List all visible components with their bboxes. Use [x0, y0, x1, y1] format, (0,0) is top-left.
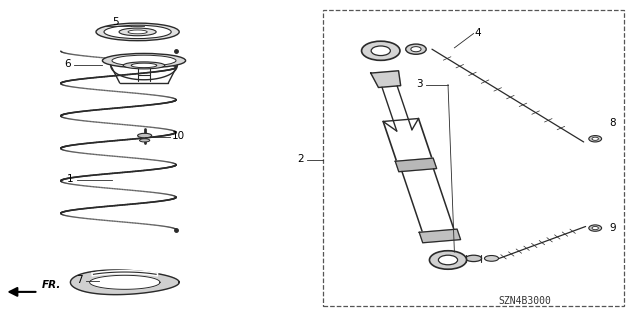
- Ellipse shape: [140, 139, 150, 142]
- Ellipse shape: [96, 23, 179, 41]
- Ellipse shape: [406, 44, 426, 54]
- Text: 8: 8: [609, 118, 616, 128]
- Text: 7: 7: [77, 275, 83, 286]
- Text: 10: 10: [172, 131, 185, 141]
- Ellipse shape: [112, 55, 176, 66]
- Ellipse shape: [138, 133, 152, 138]
- Ellipse shape: [484, 256, 499, 261]
- Text: SZN4B3000: SZN4B3000: [499, 296, 551, 307]
- Polygon shape: [90, 275, 160, 289]
- Bar: [323, 10, 624, 306]
- Ellipse shape: [371, 46, 390, 56]
- Ellipse shape: [589, 225, 602, 231]
- Text: 9: 9: [609, 223, 616, 233]
- Ellipse shape: [429, 251, 467, 269]
- Ellipse shape: [123, 62, 165, 69]
- Polygon shape: [371, 71, 401, 87]
- Ellipse shape: [362, 41, 400, 60]
- Ellipse shape: [131, 63, 157, 68]
- Polygon shape: [70, 270, 179, 295]
- Polygon shape: [396, 158, 436, 172]
- Ellipse shape: [466, 255, 482, 262]
- Text: 5: 5: [112, 17, 118, 27]
- Ellipse shape: [104, 25, 172, 39]
- Ellipse shape: [411, 47, 421, 52]
- Ellipse shape: [119, 28, 156, 36]
- Text: 3: 3: [416, 78, 422, 89]
- Ellipse shape: [438, 255, 458, 265]
- Polygon shape: [419, 229, 461, 243]
- Ellipse shape: [102, 53, 186, 68]
- Ellipse shape: [128, 30, 147, 34]
- Text: 6: 6: [64, 59, 70, 70]
- Text: 1: 1: [67, 174, 74, 184]
- Ellipse shape: [592, 137, 598, 140]
- Text: FR.: FR.: [42, 280, 61, 290]
- Ellipse shape: [589, 136, 602, 142]
- Text: 4: 4: [475, 27, 481, 38]
- Ellipse shape: [592, 226, 598, 230]
- Text: 2: 2: [298, 153, 304, 164]
